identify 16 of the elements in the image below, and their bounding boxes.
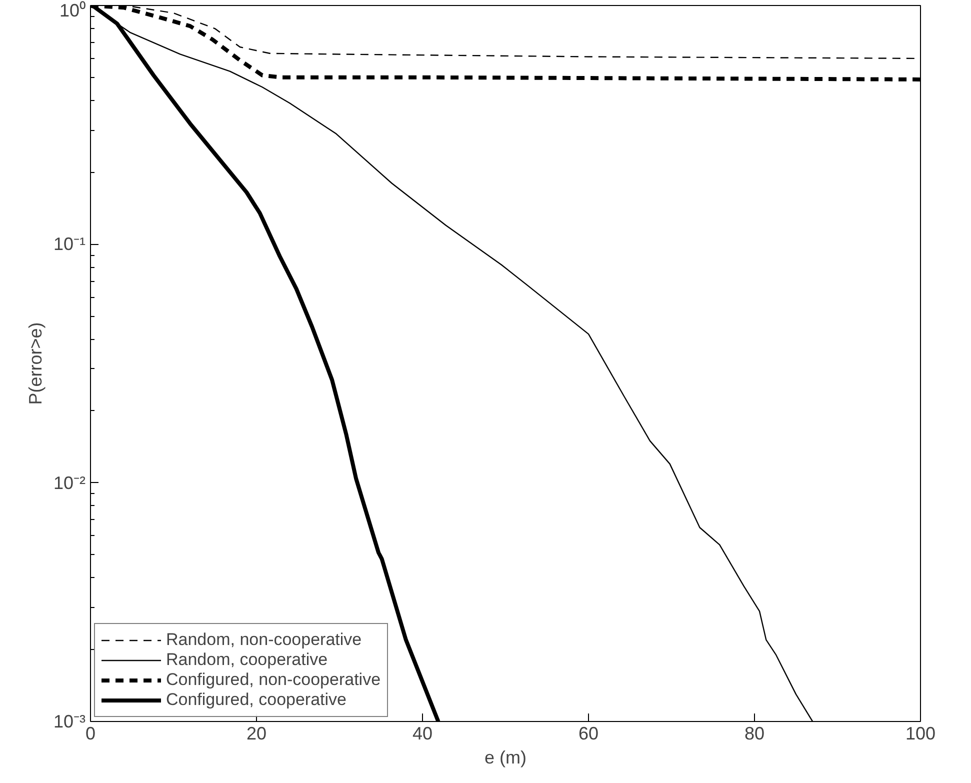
y-axis-title: P(error>e) — [25, 322, 46, 405]
x-tick-label: 100 — [905, 724, 936, 744]
legend-label: Random, cooperative — [166, 650, 328, 670]
y-tick-label: 10⁰ — [59, 0, 86, 20]
x-tick-label: 0 — [85, 724, 96, 744]
legend-label: Random, non-cooperative — [166, 630, 362, 650]
x-tick-label: 60 — [578, 724, 599, 744]
x-axis-title: e (m) — [484, 748, 527, 768]
y-tick-label: 10⁻³ — [53, 712, 86, 732]
legend-label: Configured, cooperative — [166, 690, 347, 710]
y-tick-label: 10⁻¹ — [53, 234, 86, 254]
x-tick-label: 20 — [246, 724, 267, 744]
legend-label: Configured, non-cooperative — [166, 670, 381, 690]
x-tick-label: 80 — [744, 724, 765, 744]
y-tick-label: 10⁻² — [53, 472, 86, 493]
x-tick-label: 40 — [412, 724, 433, 744]
